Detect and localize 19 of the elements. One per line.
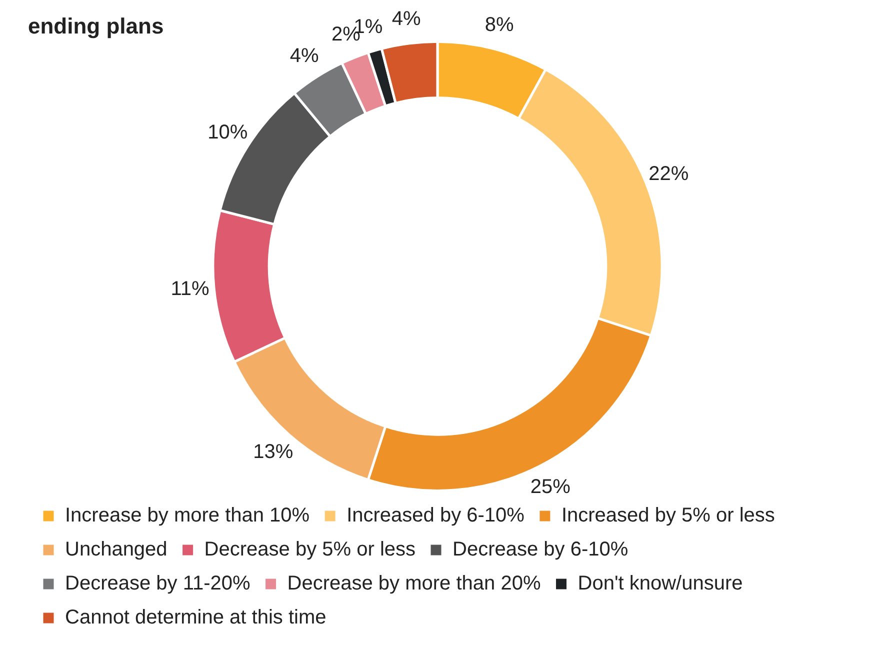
- data-label: 10%: [208, 122, 248, 144]
- legend-label: Unchanged: [65, 538, 168, 561]
- data-label: 4%: [290, 44, 319, 67]
- legend-label: Don't know/unsure: [578, 572, 743, 595]
- data-label: 25%: [530, 476, 571, 498]
- legend-label: Decrease by 6-10%: [452, 538, 628, 561]
- data-label: 22%: [648, 163, 689, 186]
- data-label: 11%: [170, 278, 210, 300]
- legend-label: Decrease by 5% or less: [204, 538, 416, 561]
- legend-label: Increase by more than 10%: [65, 504, 310, 527]
- legend-label: Cannot determine at this time: [65, 606, 326, 629]
- legend-label: Decrease by more than 20%: [287, 572, 541, 595]
- legend-label: Increased by 5% or less: [561, 504, 775, 527]
- data-label: 13%: [253, 441, 294, 464]
- chart-title: ending plans: [28, 13, 164, 38]
- data-label: 8%: [484, 14, 514, 36]
- legend-label: Increased by 6-10%: [346, 504, 525, 527]
- data-label: 4%: [392, 8, 422, 30]
- legend-label: Decrease by 11-20%: [65, 572, 250, 595]
